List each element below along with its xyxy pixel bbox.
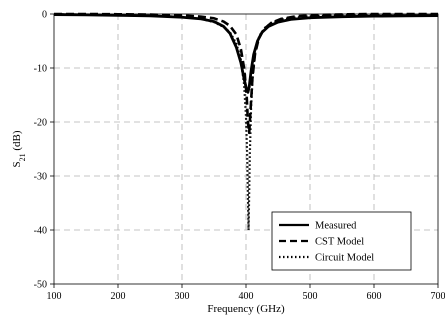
- x-tick-label: 200: [111, 291, 126, 302]
- series-line-measured: [53, 13, 439, 94]
- y-axis-title-unit: (dB): [11, 130, 23, 153]
- axis-ticks: [50, 13, 439, 288]
- series-line-circuit-model: [53, 13, 438, 232]
- legend-label-cst-model: CST Model: [315, 237, 364, 248]
- y-tick-label: -50: [34, 280, 47, 291]
- x-tick-label: 400: [239, 291, 254, 302]
- x-tick-label: 100: [47, 291, 62, 302]
- y-tick-label: -10: [34, 64, 47, 75]
- y-axis-title: S21 (dB): [11, 130, 27, 167]
- legend: Measured CST Model Circuit Model: [271, 211, 412, 271]
- tick-labels: 100 200 300 400 500 600 700 0 -10 -20 -30 -40 -50: [34, 10, 445, 303]
- x-axis-title: Frequency (GHz): [207, 303, 285, 315]
- x-tick-label: 700: [431, 291, 445, 302]
- y-axis-title-base: S: [11, 161, 23, 167]
- x-tick-label: 500: [303, 291, 318, 302]
- y-tick-label: -40: [34, 226, 47, 237]
- x-tick-label: 300: [175, 291, 190, 302]
- y-tick-label: -30: [34, 172, 47, 183]
- legend-label-measured: Measured: [315, 221, 357, 232]
- series-line-cst-model: [54, 12, 438, 135]
- y-tick-label: 0: [42, 10, 47, 21]
- y-tick-label: -20: [34, 118, 47, 129]
- x-tick-label: 600: [367, 291, 382, 302]
- series-group: [53, 12, 439, 232]
- legend-label-circuit-model: Circuit Model: [315, 253, 374, 264]
- y-axis-title-subscript: 21: [18, 153, 27, 161]
